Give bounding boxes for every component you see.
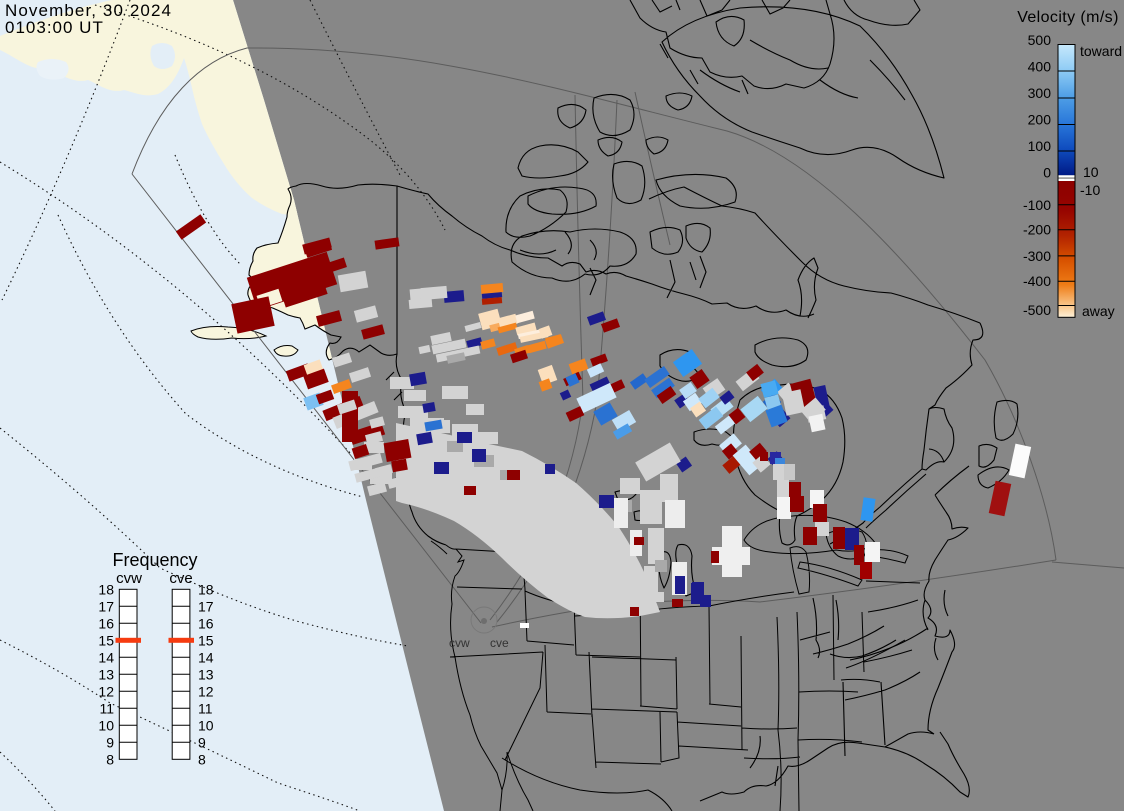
svg-text:12: 12 <box>198 683 214 699</box>
svg-text:14: 14 <box>98 649 114 665</box>
svg-text:Frequency: Frequency <box>112 550 197 570</box>
svg-text:November, 30 2024: November, 30 2024 <box>5 1 172 20</box>
svg-text:11: 11 <box>99 700 114 716</box>
svg-text:cve: cve <box>169 570 192 587</box>
svg-text:15: 15 <box>198 632 214 648</box>
svg-text:13: 13 <box>98 666 114 682</box>
svg-text:cve: cve <box>490 636 509 650</box>
svg-text:-100: -100 <box>1023 197 1051 213</box>
svg-text:15: 15 <box>98 632 114 648</box>
svg-text:14: 14 <box>198 649 214 665</box>
svg-text:12: 12 <box>98 683 114 699</box>
svg-text:10: 10 <box>198 717 214 733</box>
svg-text:100: 100 <box>1028 138 1052 154</box>
svg-text:0103:00 UT: 0103:00 UT <box>5 18 104 37</box>
svg-text:9: 9 <box>198 734 206 750</box>
svg-text:cvw: cvw <box>449 636 470 650</box>
svg-text:400: 400 <box>1028 59 1052 75</box>
svg-text:9: 9 <box>106 734 114 750</box>
svg-text:500: 500 <box>1028 32 1052 48</box>
svg-text:8: 8 <box>106 751 114 767</box>
svg-text:16: 16 <box>198 615 214 631</box>
svg-text:Velocity (m/s): Velocity (m/s) <box>1017 9 1119 26</box>
svg-text:away: away <box>1082 303 1115 319</box>
svg-text:300: 300 <box>1028 85 1052 101</box>
svg-text:11: 11 <box>198 700 213 716</box>
svg-text:10: 10 <box>98 717 114 733</box>
svg-text:-400: -400 <box>1023 273 1051 289</box>
svg-text:13: 13 <box>198 666 214 682</box>
svg-text:16: 16 <box>98 615 114 631</box>
svg-text:18: 18 <box>98 581 114 597</box>
svg-text:17: 17 <box>98 598 114 614</box>
svg-text:10: 10 <box>1083 164 1099 180</box>
svg-text:toward: toward <box>1080 43 1122 59</box>
svg-text:0: 0 <box>1043 165 1051 181</box>
svg-text:17: 17 <box>198 598 214 614</box>
svg-text:-200: -200 <box>1023 222 1051 238</box>
svg-text:8: 8 <box>198 751 206 767</box>
svg-text:18: 18 <box>198 581 214 597</box>
svg-text:cvw: cvw <box>116 570 142 587</box>
svg-text:200: 200 <box>1028 112 1052 128</box>
svg-text:-500: -500 <box>1023 302 1051 318</box>
svg-text:-300: -300 <box>1023 248 1051 264</box>
svg-text:-10: -10 <box>1080 182 1100 198</box>
